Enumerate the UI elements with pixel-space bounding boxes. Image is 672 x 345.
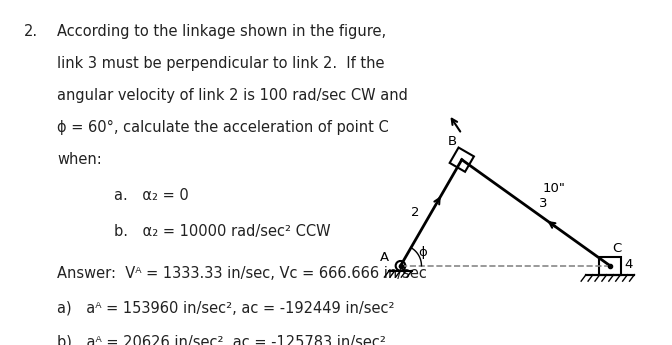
Text: angular velocity of link 2 is 100 rad/sec CW and: angular velocity of link 2 is 100 rad/se… (57, 88, 408, 103)
Text: link 3 must be perpendicular to link 2.  If the: link 3 must be perpendicular to link 2. … (57, 56, 384, 71)
Text: B: B (448, 135, 457, 148)
Text: 2.: 2. (24, 24, 38, 39)
Text: a) aᴬ = 153960 in/sec², aᴄ = -192449 in/sec²: a) aᴬ = 153960 in/sec², aᴄ = -192449 in/… (57, 300, 394, 315)
Text: According to the linkage shown in the figure,: According to the linkage shown in the fi… (57, 24, 386, 39)
Text: ϕ = 60°, calculate the acceleration of point C: ϕ = 60°, calculate the acceleration of p… (57, 120, 389, 136)
Text: b) aᴬ = 20626 in/sec², aᴄ = -125783 in/sec²: b) aᴬ = 20626 in/sec², aᴄ = -125783 in/s… (57, 335, 386, 345)
Text: when:: when: (57, 152, 102, 167)
Text: 10": 10" (542, 182, 565, 195)
Text: ϕ: ϕ (418, 246, 427, 259)
Text: 3: 3 (539, 197, 548, 209)
Text: 2: 2 (411, 206, 420, 219)
Text: Answer:  Vᴬ = 1333.33 in/sec, Vᴄ = 666.666 in/sec: Answer: Vᴬ = 1333.33 in/sec, Vᴄ = 666.66… (57, 266, 427, 280)
Text: C: C (612, 241, 621, 255)
Bar (599, 257, 622, 275)
Polygon shape (450, 148, 474, 172)
Text: 4: 4 (625, 258, 633, 271)
Text: A: A (380, 251, 389, 264)
Text: b. α₂ = 10000 rad/sec² CCW: b. α₂ = 10000 rad/sec² CCW (114, 224, 331, 238)
Text: a. α₂ = 0: a. α₂ = 0 (114, 188, 189, 203)
